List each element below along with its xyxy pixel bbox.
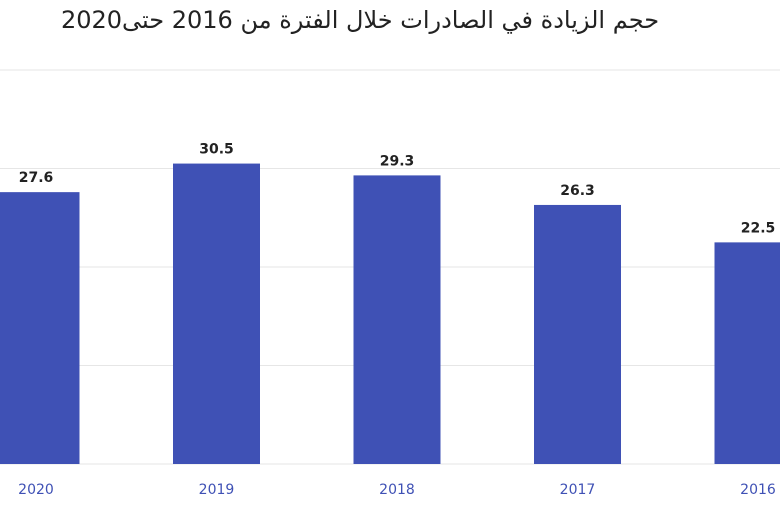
bar-value-label-2017: 26.3 xyxy=(560,183,595,199)
bars xyxy=(0,163,780,464)
x-axis-tick-labels: 2020 2019 2018 2017 2016 xyxy=(18,482,776,498)
bar-value-label-2020: 27.6 xyxy=(19,170,54,186)
bar-value-label-2016: 22.5 xyxy=(741,220,776,236)
bar-2020 xyxy=(0,192,80,464)
x-tick-label-2019: 2019 xyxy=(199,482,235,498)
bar-2018 xyxy=(353,175,441,464)
bar-2019 xyxy=(173,163,260,464)
bar-value-label-2019: 30.5 xyxy=(199,142,234,158)
chart-title: حجم الزيادة في الصادرات خلال الفترة من 2… xyxy=(60,6,660,34)
x-tick-label-2017: 2017 xyxy=(560,482,596,498)
bar-2016 xyxy=(714,242,780,464)
bar-2017 xyxy=(534,204,621,464)
x-tick-label-2018: 2018 xyxy=(379,482,415,498)
x-tick-label-2016: 2016 xyxy=(740,482,776,498)
bar-value-labels: 27.6 30.5 29.3 26.3 22.5 xyxy=(19,142,776,237)
bar-value-label-2018: 29.3 xyxy=(380,153,415,169)
x-tick-label-2020: 2020 xyxy=(18,482,54,498)
